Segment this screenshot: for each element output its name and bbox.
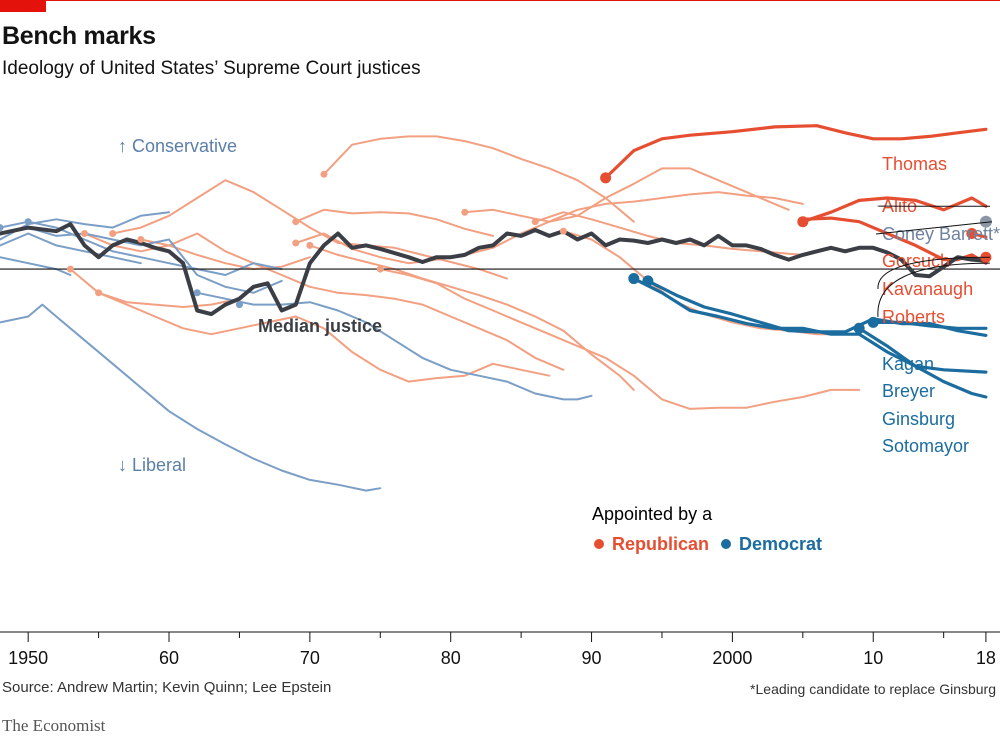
past-justice-line-18	[0, 220, 283, 276]
publisher-brand: The Economist	[2, 716, 106, 735]
past-appointment-dot-8	[306, 241, 314, 249]
source-note: Source: Andrew Martin; Kevin Quinn; Lee …	[2, 679, 332, 696]
past-justice-line-3	[294, 191, 804, 265]
past-appointment-dot-5	[95, 289, 103, 297]
leader-roberts	[877, 262, 990, 318]
x-tick-label-1980: 80	[441, 648, 461, 668]
label-ginsburg: Ginsburg	[882, 409, 955, 429]
appointment-dot-3	[966, 228, 978, 240]
label-breyer: Breyer	[882, 381, 935, 401]
ideology-chart: ThomasAlitoGorsuchKavanaughRobertsKaganB…	[0, 124, 1000, 668]
liberal-label: ↓ Liberal	[118, 455, 186, 475]
past-appointment-dot-14	[0, 224, 4, 232]
past-justice-line-2	[294, 208, 494, 237]
top-red-rule	[0, 0, 1000, 1]
top-rule	[0, 0, 1000, 12]
past-appointment-dot-11	[461, 208, 469, 216]
x-tick-label-1950: 1950	[8, 648, 48, 668]
footnote: *Leading candidate to replace Ginsburg	[750, 681, 996, 697]
brand-tag	[0, 0, 46, 12]
justice-labels: ThomasAlitoGorsuchKavanaughRobertsKaganB…	[875, 154, 1000, 456]
leader-candidate	[875, 221, 992, 235]
appointment-dot-2	[797, 216, 809, 228]
justice-line-alito	[801, 196, 988, 224]
past-justice-line-20	[0, 232, 142, 265]
past-appointment-dot-13	[559, 227, 567, 235]
past-appointment-dot-9	[320, 170, 328, 178]
candidate-dot	[979, 215, 992, 228]
past-justice-line-4	[308, 244, 635, 391]
past-appointment-dot-17	[193, 289, 201, 297]
appointment-dot-5	[628, 273, 640, 285]
current-justices-lines	[604, 124, 988, 399]
label-sotomayor: Sotomayor	[882, 436, 969, 456]
label-candidate: Coney Barrett*	[882, 224, 1000, 244]
past-justice-line-15	[196, 291, 593, 401]
legend-democrat-label: Democrat	[739, 534, 822, 554]
past-justice-line-1	[322, 135, 635, 223]
x-tick-label-2000: 2000	[712, 648, 752, 668]
past-justice-line-6	[463, 167, 790, 223]
past-appointment-dot-3	[109, 230, 117, 238]
label-roberts: Roberts	[882, 307, 945, 327]
past-appointment-dot-10	[376, 265, 384, 273]
past-justice-line-19	[0, 256, 72, 276]
x-tick-label-1960: 60	[159, 648, 179, 668]
past-appointment-dot-4	[137, 235, 145, 243]
past-justice-line-11	[111, 179, 508, 280]
x-tick-label-1970: 70	[300, 648, 320, 668]
x-tick-label-2010: 10	[863, 648, 883, 668]
label-kagan: Kagan	[882, 354, 934, 374]
chart-title: Bench marks	[2, 22, 156, 50]
appointment-dot-7	[853, 322, 865, 334]
past-justice-line-12	[139, 238, 311, 271]
past-justice-line-10	[83, 232, 565, 371]
past-justice-line-13	[97, 291, 241, 308]
legend-republican-dot	[594, 539, 604, 549]
past-appointment-dot-16	[235, 301, 243, 309]
median-line-group	[0, 222, 988, 317]
past-appointment-dot-7	[292, 239, 300, 247]
x-axis: 1950 60 70 80 90 2000 10 18	[0, 631, 1000, 668]
median-justice-line	[0, 222, 988, 317]
label-gorsuch: Gorsuch	[882, 251, 950, 271]
past-justice-line-17	[0, 226, 283, 294]
past-appointment-dot-1	[66, 265, 74, 273]
past-appointment-dot-2	[81, 230, 89, 238]
x-tick-label-1990: 90	[582, 648, 602, 668]
appointment-dot-1	[600, 172, 612, 184]
past-appointment-dot-12	[531, 218, 539, 226]
leader-kavanaugh	[877, 256, 990, 290]
legend: Appointed by a Republican Democrat	[592, 504, 822, 554]
appointment-dot-8	[867, 316, 879, 328]
past-appointment-dot-6	[292, 218, 300, 226]
past-justice-line-14	[0, 303, 382, 492]
chart-subtitle: Ideology of United States’ Supreme Court…	[2, 58, 421, 79]
x-tick-label-2018: 18	[976, 648, 996, 668]
conservative-label: ↑ Conservative	[118, 136, 237, 156]
justice-line-roberts	[801, 216, 988, 265]
justice-line-thomas	[604, 124, 988, 180]
appointment-dot-6	[642, 275, 654, 287]
label-kavanaugh: Kavanaugh	[882, 279, 973, 299]
legend-democrat-dot	[721, 539, 731, 549]
median-justice-label: Median justice	[258, 316, 382, 336]
label-thomas: Thomas	[882, 154, 947, 174]
justice-line-sotomayor	[857, 326, 988, 399]
legend-republican-label: Republican	[612, 534, 709, 554]
past-appointment-dot-15	[24, 218, 32, 226]
past-justice-line-5	[379, 268, 861, 410]
legend-title: Appointed by a	[592, 504, 713, 524]
